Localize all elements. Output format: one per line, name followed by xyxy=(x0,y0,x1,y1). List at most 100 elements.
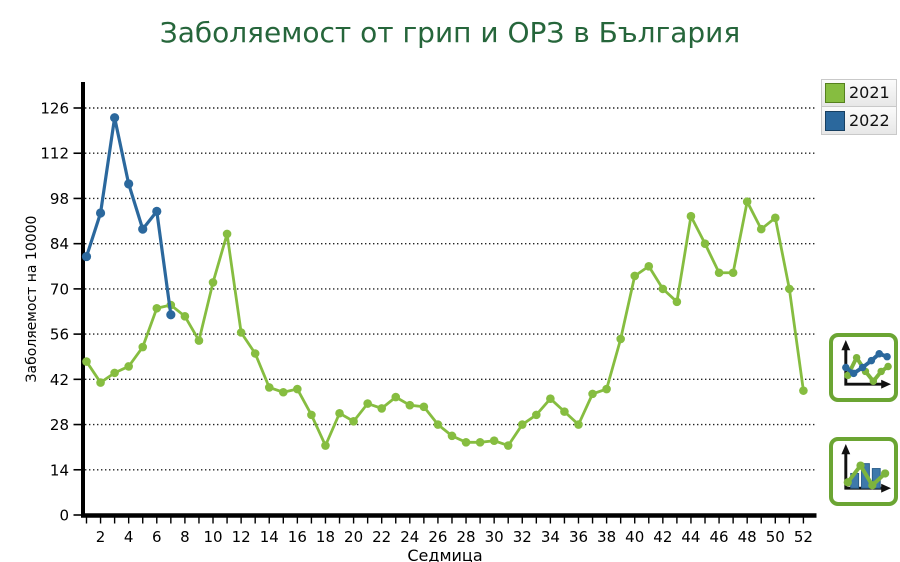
x-tick-label: 52 xyxy=(794,528,813,546)
bar-chart-view-button[interactable] xyxy=(829,437,898,506)
y-tick-label: 0 xyxy=(59,507,69,525)
data-point-2022 xyxy=(138,224,148,234)
y-tick-label: 98 xyxy=(50,190,69,208)
data-point-2021 xyxy=(447,431,457,441)
legend: 2021 2022 xyxy=(821,79,897,135)
data-point-2021 xyxy=(785,284,794,294)
x-tick-label: 42 xyxy=(653,528,672,546)
data-point-2022 xyxy=(95,208,106,218)
x-tick-label: 10 xyxy=(203,528,222,546)
y-tick-label: 126 xyxy=(40,100,69,118)
y-tick-label: 56 xyxy=(50,326,69,344)
x-tick-label: 28 xyxy=(456,528,475,546)
series-line-2021 xyxy=(85,200,805,447)
data-point-2021 xyxy=(475,438,485,447)
y-tick-label: 42 xyxy=(50,371,69,389)
data-point-2021 xyxy=(574,420,583,429)
x-tick-label: 30 xyxy=(485,528,504,546)
data-point-2021 xyxy=(363,399,372,408)
x-tick-label: 16 xyxy=(288,528,307,546)
x-tick-label: 8 xyxy=(180,528,190,546)
y-tick-label: 112 xyxy=(40,145,69,163)
data-point-2021 xyxy=(588,389,597,399)
data-point-2021 xyxy=(349,417,358,426)
data-point-2021 xyxy=(532,410,541,420)
data-point-2021 xyxy=(124,362,133,371)
chart-title: Заболяемост от грип и ОРЗ в България xyxy=(159,16,741,49)
data-point-2021 xyxy=(658,284,668,294)
x-tick-label: 36 xyxy=(569,528,588,546)
x-tick-label: 20 xyxy=(344,528,363,546)
x-tick-label: 48 xyxy=(738,528,757,546)
data-point-2021 xyxy=(546,394,555,404)
data-point-2021 xyxy=(264,383,274,392)
x-tick-label: 18 xyxy=(316,528,335,546)
data-point-2022 xyxy=(110,113,120,123)
x-tick-label: 12 xyxy=(232,528,251,546)
x-tick-label: 38 xyxy=(597,528,616,546)
y-tick-label: 14 xyxy=(50,461,69,479)
data-point-2021 xyxy=(96,378,105,387)
data-point-2021 xyxy=(728,268,738,278)
legend-item-2021[interactable]: 2021 xyxy=(821,79,897,107)
x-tick-label: 44 xyxy=(681,528,700,546)
x-tick-label: 2 xyxy=(96,528,106,546)
x-tick-label: 6 xyxy=(152,528,162,546)
data-point-2021 xyxy=(391,392,401,402)
data-point-2021 xyxy=(138,342,148,352)
data-point-2021 xyxy=(335,408,344,418)
x-tick-label: 22 xyxy=(372,528,391,546)
y-tick-label: 84 xyxy=(50,235,69,253)
legend-label-2021: 2021 xyxy=(849,83,890,102)
x-axis-title: Седмица xyxy=(407,546,482,562)
data-point-2021 xyxy=(180,312,190,321)
legend-swatch-2022 xyxy=(825,110,845,131)
x-tick-label: 40 xyxy=(625,528,644,546)
data-point-2021 xyxy=(630,271,640,281)
data-point-2021 xyxy=(278,387,288,397)
data-point-2022 xyxy=(166,310,176,320)
data-point-2021 xyxy=(799,386,808,395)
data-point-2021 xyxy=(194,336,204,345)
data-point-2021 xyxy=(602,384,611,394)
data-point-2021 xyxy=(770,213,780,223)
line-chart-icon xyxy=(841,339,892,389)
data-point-2021 xyxy=(616,334,625,344)
data-point-2022 xyxy=(81,251,92,262)
data-point-2021 xyxy=(250,349,260,358)
data-point-2021 xyxy=(742,197,752,206)
data-point-2021 xyxy=(672,297,682,307)
data-point-2021 xyxy=(152,303,162,313)
y-tick-label: 70 xyxy=(50,280,69,298)
x-tick-label: 46 xyxy=(710,528,729,546)
data-point-2021 xyxy=(644,261,654,271)
data-point-2021 xyxy=(82,357,91,366)
legend-item-2022[interactable]: 2022 xyxy=(821,107,897,135)
data-point-2021 xyxy=(489,436,499,446)
data-point-2021 xyxy=(222,229,232,239)
data-point-2021 xyxy=(433,420,443,429)
data-point-2022 xyxy=(124,179,134,189)
data-point-2021 xyxy=(419,402,429,412)
legend-label-2022: 2022 xyxy=(849,110,890,130)
x-tick-label: 50 xyxy=(766,528,785,546)
legend-swatch-2021 xyxy=(825,83,845,103)
data-point-2021 xyxy=(686,211,696,221)
data-point-2021 xyxy=(307,410,316,420)
data-point-2021 xyxy=(208,278,218,287)
data-point-2021 xyxy=(461,438,471,447)
line-chart-view-button[interactable] xyxy=(829,333,898,402)
y-tick-label: 28 xyxy=(50,416,69,434)
data-point-2021 xyxy=(377,404,386,413)
x-tick-label: 4 xyxy=(124,528,134,546)
data-point-2021 xyxy=(560,407,569,416)
data-point-2022 xyxy=(152,206,162,216)
data-point-2021 xyxy=(517,420,527,429)
x-tick-label: 24 xyxy=(400,528,419,546)
y-axis-title: Заболяемост на 10000 xyxy=(24,216,40,383)
data-point-2021 xyxy=(756,224,766,234)
data-point-2021 xyxy=(405,400,415,410)
x-tick-label: 34 xyxy=(541,528,560,546)
